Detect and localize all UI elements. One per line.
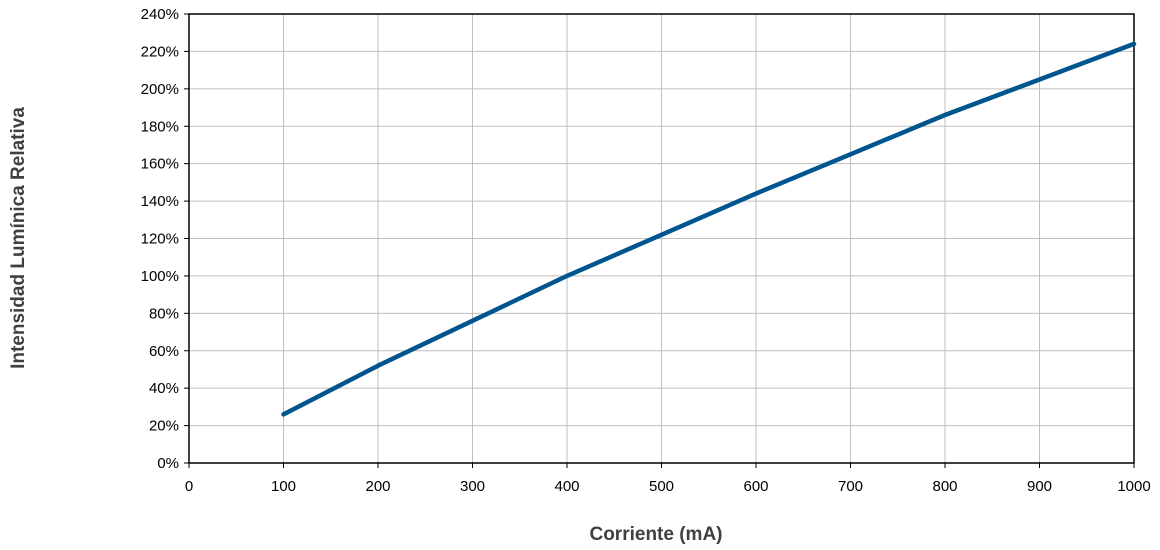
x-tick-label: 200 (365, 478, 390, 495)
x-tick-label: 400 (554, 478, 579, 495)
x-tick-label: 500 (649, 478, 674, 495)
series-line (281, 41, 1137, 417)
series-layer (281, 41, 1137, 417)
y-tick-label: 60% (149, 343, 179, 360)
y-axis-title: Intensidad Lumínica Relativa (8, 107, 29, 369)
y-axis-tick-labels: 0% 20% 40% 60% 80% 100% 120% 140% 160% 180% 200% 22… (141, 6, 179, 472)
y-tick-label: 80% (149, 305, 179, 322)
x-tick-label: 800 (932, 478, 957, 495)
x-tick-label: 900 (1027, 478, 1052, 495)
y-tick-label: 180% (141, 118, 179, 135)
x-tick-label: 300 (460, 478, 485, 495)
y-tick-label: 20% (149, 418, 179, 435)
y-tick-label: 140% (141, 193, 179, 210)
y-tick-label: 220% (141, 43, 179, 60)
y-tick-label: 120% (141, 231, 179, 248)
y-tick-label: 240% (141, 6, 179, 23)
x-tick-label: 1000 (1117, 478, 1150, 495)
x-axis-tick-labels: 0 100 200 300 400 500 600 700 800 900 1000 (185, 478, 1151, 495)
y-tick-label: 160% (141, 156, 179, 173)
y-tick-label: 40% (149, 380, 179, 397)
plot-area-frame (188, 13, 1135, 464)
x-tick-label: 700 (838, 478, 863, 495)
grid-lines (184, 13, 1135, 468)
x-tick-label: 600 (743, 478, 768, 495)
y-tick-label: 0% (157, 455, 179, 472)
x-tick-label: 100 (271, 478, 296, 495)
x-axis-title: Corriente (mA) (589, 524, 722, 545)
y-tick-label: 200% (141, 81, 179, 98)
x-tick-label: 0 (185, 478, 193, 495)
y-tick-label: 100% (141, 268, 179, 285)
